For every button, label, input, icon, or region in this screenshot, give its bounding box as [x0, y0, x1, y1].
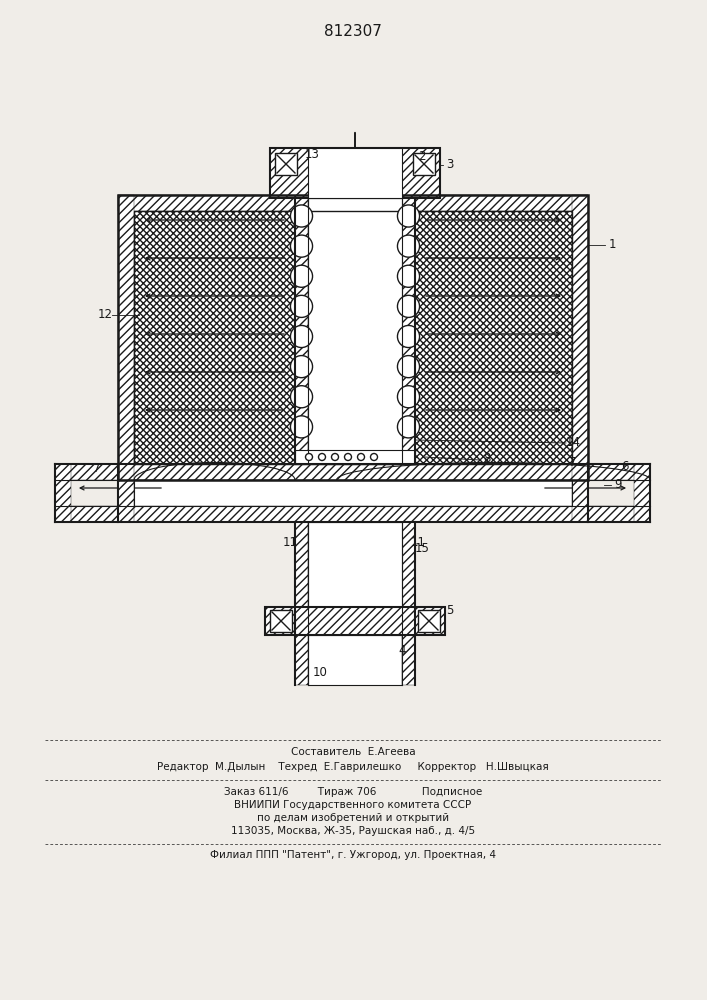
Text: 11: 11 — [411, 536, 426, 550]
Text: 3: 3 — [446, 158, 454, 172]
Circle shape — [332, 454, 339, 460]
Bar — [308, 148, 402, 198]
Bar — [265, 607, 445, 635]
Circle shape — [397, 325, 419, 348]
Circle shape — [291, 356, 312, 378]
Bar — [118, 195, 588, 480]
Bar — [134, 480, 572, 506]
Bar — [55, 464, 71, 522]
Text: ВНИИПИ Государственного комитета СССР: ВНИИПИ Государственного комитета СССР — [235, 800, 472, 810]
Text: 113035, Москва, Ж-35, Раушская наб., д. 4/5: 113035, Москва, Ж-35, Раушская наб., д. … — [231, 826, 475, 836]
Text: 13: 13 — [305, 148, 320, 161]
Text: 8: 8 — [484, 452, 491, 464]
Text: 11: 11 — [283, 536, 298, 550]
Circle shape — [291, 386, 312, 408]
Bar — [134, 211, 295, 464]
Text: 9: 9 — [614, 479, 621, 491]
Bar — [118, 195, 134, 480]
Bar — [413, 153, 435, 175]
Bar — [270, 148, 440, 198]
Circle shape — [397, 235, 419, 257]
Text: Филиал ППП "Патент", г. Ужгород, ул. Проектная, 4: Филиал ППП "Патент", г. Ужгород, ул. Про… — [210, 850, 496, 860]
Circle shape — [305, 454, 312, 460]
Bar — [265, 607, 445, 635]
Bar — [572, 195, 588, 480]
Bar — [402, 522, 415, 635]
Bar — [55, 464, 118, 480]
Bar — [134, 211, 572, 464]
Bar — [118, 195, 588, 480]
Bar — [308, 198, 402, 464]
Text: 1: 1 — [608, 238, 616, 251]
Bar — [275, 153, 297, 175]
Circle shape — [397, 386, 419, 408]
Text: по делам изобретений и открытий: по делам изобретений и открытий — [257, 813, 449, 823]
Circle shape — [291, 235, 312, 257]
Text: Заказ 611/6         Тираж 706              Подписное: Заказ 611/6 Тираж 706 Подписное — [224, 787, 482, 797]
Text: 5: 5 — [446, 603, 454, 616]
Bar — [295, 522, 308, 635]
Circle shape — [397, 356, 419, 378]
Text: Редактор  М.Дылын    Техред  Е.Гаврилешко     Корректор   Н.Швыцкая: Редактор М.Дылын Техред Е.Гаврилешко Кор… — [157, 762, 549, 772]
Circle shape — [397, 295, 419, 317]
Circle shape — [397, 416, 419, 438]
Bar — [572, 464, 588, 522]
Bar — [588, 506, 650, 522]
Bar — [415, 211, 572, 464]
Circle shape — [291, 295, 312, 317]
Text: 2: 2 — [419, 150, 426, 163]
Text: 6: 6 — [621, 460, 629, 474]
Bar — [55, 506, 118, 522]
Circle shape — [358, 454, 365, 460]
Text: 7: 7 — [569, 456, 577, 468]
Bar — [402, 198, 415, 464]
Bar — [118, 464, 588, 480]
Bar — [418, 610, 440, 632]
Bar — [308, 522, 402, 635]
Circle shape — [397, 205, 419, 227]
Circle shape — [397, 265, 419, 287]
Text: Составитель  Е.Агеева: Составитель Е.Агеева — [291, 747, 415, 757]
Text: 7: 7 — [93, 462, 101, 475]
Bar — [134, 480, 572, 506]
Circle shape — [370, 454, 378, 460]
Bar — [118, 195, 588, 211]
Bar — [295, 198, 308, 464]
Circle shape — [344, 454, 351, 460]
Bar — [634, 464, 650, 522]
Circle shape — [291, 325, 312, 348]
Bar — [295, 635, 308, 685]
Text: 812307: 812307 — [324, 24, 382, 39]
Bar — [308, 635, 402, 685]
Bar — [118, 464, 588, 480]
Bar — [295, 450, 415, 464]
Bar — [270, 610, 292, 632]
Text: 14: 14 — [566, 436, 580, 450]
Text: 15: 15 — [414, 542, 429, 554]
Text: 4: 4 — [398, 644, 406, 656]
Circle shape — [291, 416, 312, 438]
Bar — [402, 635, 415, 685]
Bar — [588, 464, 650, 480]
Bar — [118, 464, 588, 522]
Text: 10: 10 — [312, 666, 327, 678]
Bar — [118, 464, 134, 522]
Text: 12: 12 — [98, 308, 112, 322]
Circle shape — [291, 205, 312, 227]
Circle shape — [318, 454, 325, 460]
Circle shape — [291, 265, 312, 287]
Bar — [270, 148, 440, 198]
Bar — [118, 506, 588, 522]
